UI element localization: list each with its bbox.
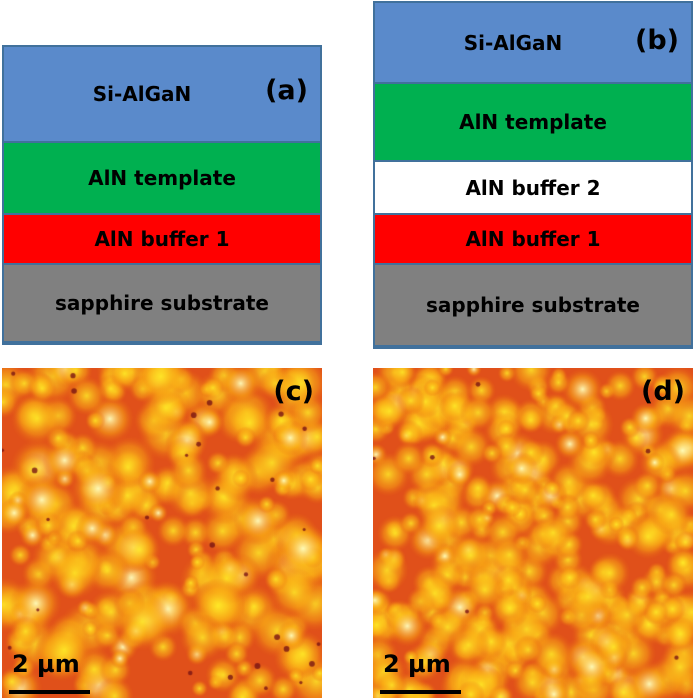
panel-label-d: (d) xyxy=(640,376,685,407)
layer-stack-b: Si-AlGaN AlN template AlN buffer 2 AlN b… xyxy=(373,1,693,349)
layer-si-algan: Si-AlGaN xyxy=(375,3,691,84)
panel-label-c: (c) xyxy=(273,376,314,407)
afm-surface-c xyxy=(2,368,322,698)
scale-bar-label: 2 µm xyxy=(383,650,451,678)
layer-label: Si-AlGaN xyxy=(463,30,563,55)
afm-surface-d xyxy=(373,368,693,698)
afm-image-d: (d) 2 µm xyxy=(373,368,693,698)
layer-aln-template: AlN template xyxy=(4,143,320,215)
layer-aln-buffer-2: AlN buffer 2 xyxy=(375,162,691,215)
panel-label-a: (a) xyxy=(265,75,308,106)
layer-sapphire: sapphire substrate xyxy=(375,265,691,347)
layer-label: AlN buffer 1 xyxy=(94,227,230,251)
layer-aln-buffer-1: AlN buffer 1 xyxy=(4,215,320,265)
panel-label-b: (b) xyxy=(634,25,679,56)
layer-label: AlN template xyxy=(459,110,607,134)
afm-image-c: (c) 2 µm xyxy=(2,368,322,698)
layer-label: AlN buffer 2 xyxy=(465,175,601,200)
layer-aln-buffer-1: AlN buffer 1 xyxy=(375,215,691,265)
layer-label: sapphire substrate xyxy=(55,291,269,315)
layer-si-algan: Si-AlGaN xyxy=(4,47,320,143)
layer-label: AlN buffer 1 xyxy=(465,227,601,251)
layer-label: AlN template xyxy=(88,166,236,190)
layer-aln-template: AlN template xyxy=(375,84,691,162)
layer-label: Si-AlGaN xyxy=(92,82,192,106)
layer-label: sapphire substrate xyxy=(426,293,640,317)
layer-stack-a: Si-AlGaN AlN template AlN buffer 1 sapph… xyxy=(2,45,322,345)
layer-sapphire: sapphire substrate xyxy=(4,265,320,343)
scale-bar xyxy=(9,690,90,694)
scale-bar xyxy=(380,690,461,694)
scale-bar-label: 2 µm xyxy=(12,650,80,678)
